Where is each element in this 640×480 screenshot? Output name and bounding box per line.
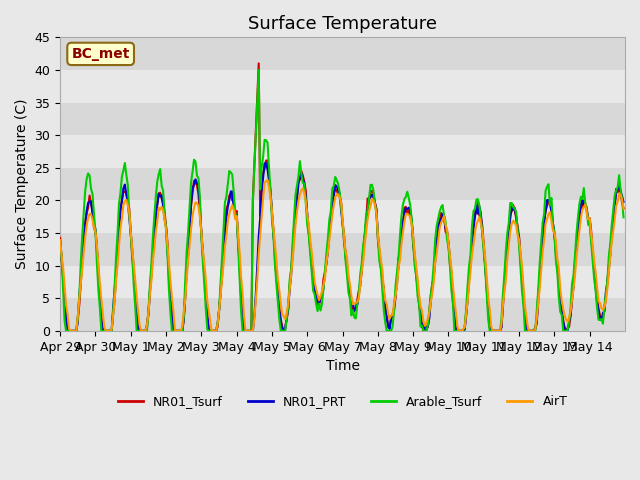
Y-axis label: Surface Temperature (C): Surface Temperature (C) [15,99,29,269]
Line: Arable_Tsurf: Arable_Tsurf [60,70,623,331]
Arable_Tsurf [62,328,70,334]
Arable_Tsurf [349,307,356,313]
AirT [349,301,356,307]
NR01_Tsurf [545,197,552,203]
NR01_PRT [349,300,356,306]
Line: NR01_Tsurf: NR01_Tsurf [60,63,623,331]
NR01_Tsurf [56,235,64,241]
AirT [67,328,74,334]
NR01_Tsurf [255,60,262,66]
Arable_Tsurf [545,181,552,187]
NR01_Tsurf [349,310,356,316]
Bar [60,298,625,331]
Line: AirT: AirT [60,180,623,331]
Text: BC_met: BC_met [72,47,130,61]
Bar [60,135,625,168]
NR01_PRT [63,328,71,334]
NR01_Tsurf [95,273,102,279]
Bar [60,37,625,70]
NR01_Tsurf [63,328,71,334]
Title: Surface Temperature: Surface Temperature [248,15,437,33]
Bar [60,103,625,135]
NR01_PRT [545,197,552,203]
Arable_Tsurf [618,197,626,203]
Arable_Tsurf [56,238,64,244]
NR01_Tsurf [77,281,84,287]
Arable_Tsurf [95,287,102,293]
AirT [461,324,468,330]
AirT [618,196,626,202]
Bar [60,265,625,298]
Bar [60,168,625,200]
Legend: NR01_Tsurf, NR01_PRT, Arable_Tsurf, AirT: NR01_Tsurf, NR01_PRT, Arable_Tsurf, AirT [113,390,572,413]
NR01_PRT [262,160,270,166]
Arable_Tsurf [461,324,468,329]
Arable_Tsurf [77,261,84,266]
NR01_PRT [77,276,84,282]
NR01_PRT [618,193,626,199]
Line: NR01_PRT: NR01_PRT [60,163,623,331]
AirT [264,177,271,183]
Bar [60,200,625,233]
NR01_PRT [95,267,102,273]
X-axis label: Time: Time [326,359,360,373]
NR01_PRT [56,239,64,244]
NR01_Tsurf [618,200,626,206]
AirT [620,206,627,212]
NR01_Tsurf [461,325,468,331]
Bar [60,233,625,265]
AirT [95,262,102,267]
Bar [60,70,625,103]
NR01_PRT [620,199,627,204]
Arable_Tsurf [255,67,262,73]
AirT [77,282,84,288]
Arable_Tsurf [620,215,627,220]
NR01_PRT [461,327,468,333]
AirT [56,237,64,243]
AirT [545,211,552,216]
NR01_Tsurf [620,205,627,211]
